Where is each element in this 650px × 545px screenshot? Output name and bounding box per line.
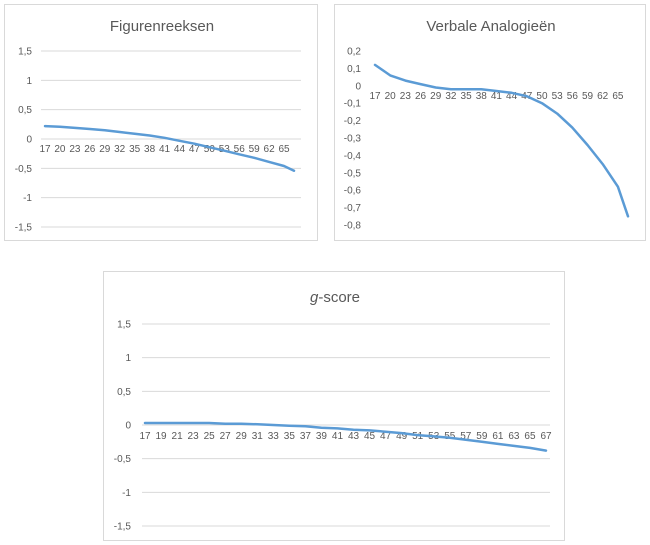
chart-2-xtick-label: 23 — [188, 431, 200, 442]
chart-1-xtick-label: 26 — [415, 91, 427, 102]
chart-1-ytick-label: -0,7 — [344, 203, 362, 214]
chart-2-title: g-score — [310, 289, 360, 306]
chart-1-ytick-label: -0,6 — [344, 186, 362, 197]
chart-0-xtick-label: 56 — [234, 144, 246, 155]
chart-1-xtick-label: 23 — [400, 91, 412, 102]
chart-1-xtick-label: 38 — [476, 91, 488, 102]
chart-1-xtick-label: 41 — [491, 91, 503, 102]
chart-1-xtick-label: 59 — [582, 91, 594, 102]
chart-1-xtick-label: 44 — [506, 91, 518, 102]
chart-1-xtick-label: 65 — [612, 91, 624, 102]
chart-1-xtick-label: 20 — [385, 91, 397, 102]
chart-0-ytick-label: 0 — [26, 135, 32, 146]
chart-0-ytick-label: -0,5 — [15, 164, 33, 175]
chart-0-series-line — [43, 124, 296, 172]
chart-1-xtick-label: 53 — [552, 91, 564, 102]
chart-1-ytick-label: 0,2 — [347, 47, 361, 58]
chart-2-ytick-label: 0,5 — [117, 387, 131, 398]
chart-1-series-line — [373, 63, 630, 218]
chart-0-xtick-label: 26 — [84, 144, 96, 155]
chart-2-xtick-label: 65 — [524, 431, 536, 442]
chart-2-xtick-label: 55 — [444, 431, 456, 442]
chart-verbale-analogieen: Verbale Analogieën 0,2 0,1 0 -0,1 -0,2 -0,3 -0,… — [344, 18, 630, 232]
chart-0-xtick-label: 62 — [264, 144, 276, 155]
chart-2-xtick-label: 39 — [316, 431, 328, 442]
chart-0-xtick-label: 20 — [54, 144, 66, 155]
chart-1-ytick-label: -0,3 — [344, 134, 362, 145]
chart-0-xtick-label: 65 — [278, 144, 290, 155]
chart-g-score: g-score 1,5 1 0,5 0 -0,5 -1 -1,5 17 19 21 23 25 27 29 3… — [114, 289, 552, 533]
chart-1-xtick-label: 32 — [445, 91, 457, 102]
chart-2-xtick-label: 67 — [540, 431, 552, 442]
chart-0-ytick-label: 0,5 — [18, 105, 32, 116]
chart-2-xtick-label: 57 — [460, 431, 472, 442]
chart-1-ytick-label: -0,8 — [344, 221, 362, 232]
chart-2-xtick-label: 19 — [155, 431, 167, 442]
chart-2-title-rest: -score — [318, 289, 360, 306]
chart-1-xtick-label: 62 — [597, 91, 609, 102]
chart-0-xtick-label: 29 — [99, 144, 111, 155]
chart-1-ytick-label: -0,1 — [344, 99, 362, 110]
chart-panel-verbale-analogieen: Verbale Analogieën 0,2 0,1 0 -0,1 -0,2 -0,3 -0,… — [334, 4, 646, 241]
chart-2-ytick-label: -1 — [122, 488, 131, 499]
chart-0-ytick-label: 1 — [26, 76, 32, 87]
chart-1-ytick-label: -0,4 — [344, 151, 362, 162]
chart-0-xtick-label: 38 — [144, 144, 156, 155]
chart-0-xtick-label: 50 — [204, 144, 216, 155]
chart-0-ytick-label: 1,5 — [18, 47, 32, 58]
chart-0-ytick-label: -1,5 — [15, 223, 33, 234]
chart-2-xtick-label: 17 — [139, 431, 151, 442]
chart-2-xtick-label: 59 — [476, 431, 488, 442]
chart-2-xtick-label: 21 — [172, 431, 184, 442]
chart-0-xtick-label: 35 — [129, 144, 141, 155]
chart-2-xtick-label: 49 — [396, 431, 408, 442]
chart-1-ytick-label: 0 — [355, 81, 361, 92]
chart-1-ytick-label: -0,2 — [344, 116, 362, 127]
chart-1-title: Verbale Analogieën — [426, 18, 555, 35]
chart-0-xtick-label: 23 — [69, 144, 81, 155]
chart-figurenreeksen: Figurenreeksen 1,5 1 0,5 0 -0,5 -1 -1,5 17 20 23 26… — [15, 18, 301, 234]
chart-2-xtick-label: 41 — [332, 431, 344, 442]
chart-2-xtick-label: 25 — [204, 431, 216, 442]
chart-1-ytick-label: 0,1 — [347, 64, 361, 75]
chart-2-xtick-label: 37 — [300, 431, 312, 442]
chart-0-xtick-label: 59 — [249, 144, 261, 155]
chart-2-xtick-label: 47 — [380, 431, 392, 442]
chart-panel-figurenreeksen: Figurenreeksen 1,5 1 0,5 0 -0,5 -1 -1,5 17 20 23 26… — [4, 4, 318, 241]
chart-2-ytick-label: -1,5 — [114, 522, 132, 533]
chart-2-xtick-label: 27 — [220, 431, 232, 442]
chart-2-xtick-label: 35 — [284, 431, 296, 442]
chart-2-xtick-label: 31 — [252, 431, 264, 442]
chart-2-xtick-label: 33 — [268, 431, 280, 442]
chart-2-ytick-label: -0,5 — [114, 454, 132, 465]
chart-1-xtick-label: 35 — [461, 91, 473, 102]
chart-2-xtick-label: 29 — [236, 431, 248, 442]
chart-2-ytick-label: 1 — [125, 353, 131, 364]
chart-2-xtick-label: 63 — [508, 431, 520, 442]
chart-1-xtick-label: 56 — [567, 91, 579, 102]
chart-2-xtick-label: 45 — [364, 431, 376, 442]
chart-1-xtick-label: 17 — [369, 91, 381, 102]
chart-1-ytick-label: -0,5 — [344, 168, 362, 179]
chart-0-ytick-label: -1 — [23, 193, 32, 204]
chart-2-ytick-label: 0 — [125, 421, 131, 432]
chart-0-xtick-label: 41 — [159, 144, 171, 155]
chart-panel-g-score: g-score 1,5 1 0,5 0 -0,5 -1 -1,5 17 19 21 23 25 27 29 3… — [103, 271, 565, 541]
chart-2-xtick-label: 51 — [412, 431, 424, 442]
chart-0-title: Figurenreeksen — [110, 18, 214, 35]
chart-2-series-line — [143, 421, 548, 452]
chart-2-ytick-label: 1,5 — [117, 320, 131, 331]
chart-0-xtick-label: 32 — [114, 144, 126, 155]
chart-2-xtick-label: 43 — [348, 431, 360, 442]
chart-0-xtick-label: 17 — [39, 144, 51, 155]
chart-1-xtick-label: 50 — [536, 91, 548, 102]
chart-2-xtick-label: 61 — [492, 431, 504, 442]
chart-1-xtick-label: 29 — [430, 91, 442, 102]
chart-2-title-italic: g — [310, 289, 319, 306]
chart-0-xtick-label: 44 — [174, 144, 186, 155]
chart-0-xtick-label: 47 — [189, 144, 201, 155]
